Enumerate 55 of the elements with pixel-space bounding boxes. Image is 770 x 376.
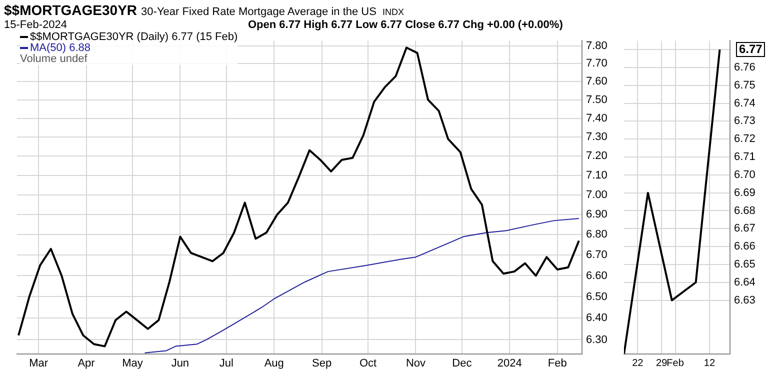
x-tick-label: 22: [632, 358, 644, 369]
y-tick-label: 6.68: [734, 204, 756, 217]
x-tick-label: Aug: [264, 358, 284, 370]
y-tick-label: 6.80: [586, 228, 608, 241]
y-tick-label: 7.60: [586, 76, 608, 88]
y-tick-label: 6.71: [734, 151, 756, 164]
annotation: Volume undef: [20, 53, 88, 65]
y-tick-label: 6.73: [734, 115, 756, 128]
y-tick-label: 6.72: [734, 133, 756, 146]
legend-label: $$MORTGAGE30YR (Daily) 6.77 (15 Feb): [30, 31, 238, 43]
y-tick-label: 6.64: [734, 276, 756, 288]
y-tick-label: 7.40: [586, 112, 608, 124]
y-tick-label: 7.50: [586, 94, 608, 106]
x-tick-label: May: [122, 358, 144, 370]
y-tick-label: 7.00: [586, 188, 608, 201]
y-tick-label: 6.66: [734, 240, 756, 253]
x-tick-label: Nov: [406, 358, 426, 370]
x-tick-label: Jun: [171, 358, 190, 370]
x-tick-label: Dec: [452, 358, 472, 370]
x-tick-label: 29: [656, 358, 668, 369]
y-tick-label: 6.70: [734, 168, 756, 181]
legend-label: MA(50) 6.88: [30, 42, 91, 54]
y-tick-label: 6.63: [734, 294, 756, 306]
y-tick-label: 6.69: [734, 186, 756, 199]
text: 15-Feb-2024: [4, 19, 67, 31]
x-tick-label: Feb: [666, 358, 684, 369]
x-tick-label: Sep: [312, 358, 332, 370]
y-tick-label: 6.90: [586, 208, 608, 221]
x-tick-label: Apr: [78, 358, 96, 370]
x-tick-label: Jul: [219, 358, 234, 370]
y-tick-label: 6.76: [734, 61, 756, 74]
chart-title: $$MORTGAGE30YR: [4, 2, 138, 18]
y-tick-label: 6.74: [734, 97, 756, 110]
y-tick-label: 6.65: [734, 258, 756, 270]
text: INDX: [382, 7, 404, 17]
y-tick-label: 6.60: [586, 270, 608, 282]
chart-subtitle: 30-Year Fixed Rate Mortgage Average in the US: [141, 6, 376, 18]
y-tick-label: 6.67: [734, 222, 756, 235]
y-tick-label: 6.40: [586, 312, 608, 324]
y-tick-label: 6.30: [586, 334, 608, 346]
y-tick-label: 7.20: [586, 150, 608, 162]
x-tick-label: Mar: [29, 358, 48, 370]
y-tick-label: 6.50: [586, 290, 608, 303]
y-tick-label: 7.80: [586, 40, 608, 52]
y-tick-label: 6.75: [734, 79, 756, 92]
x-tick-label: 2024: [497, 358, 522, 370]
text: Open 6.77 High 6.77 Low 6.77 Close 6.77 Chg +0.00 (+0.00%): [248, 19, 563, 31]
y-tick-label: 6.70: [586, 249, 608, 262]
y-tick-label: 7.30: [586, 131, 608, 144]
x-tick-label: 12: [704, 358, 716, 369]
y-tick-label: 7.10: [586, 169, 608, 182]
x-tick-label: Feb: [548, 358, 567, 370]
annotation: 6.77: [736, 42, 766, 57]
x-tick-label: Oct: [359, 358, 377, 370]
y-tick-label: 7.70: [586, 58, 608, 70]
